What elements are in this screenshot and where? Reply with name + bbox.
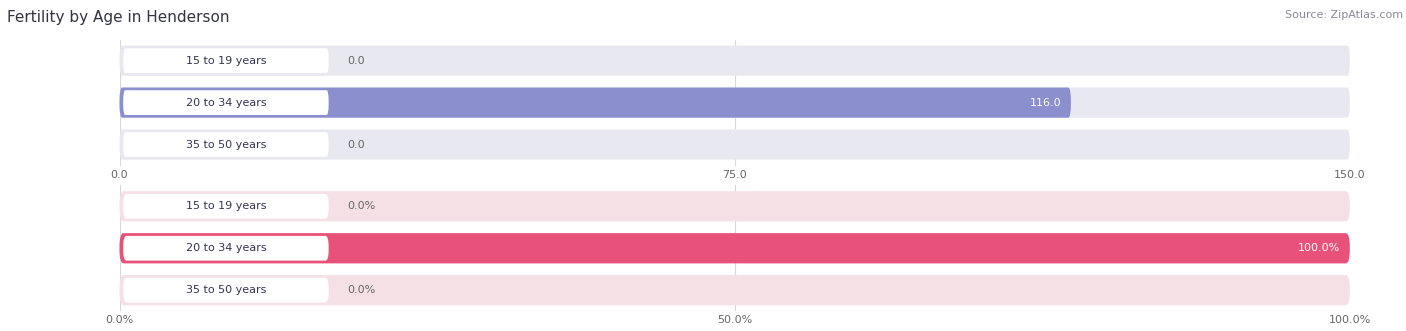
FancyBboxPatch shape [120,87,1350,118]
FancyBboxPatch shape [124,48,329,73]
FancyBboxPatch shape [120,87,1071,118]
Text: 35 to 50 years: 35 to 50 years [186,285,266,295]
FancyBboxPatch shape [120,46,1350,76]
FancyBboxPatch shape [124,278,329,303]
Text: 20 to 34 years: 20 to 34 years [186,243,266,253]
FancyBboxPatch shape [120,275,1350,305]
Text: 0.0%: 0.0% [347,285,375,295]
Text: 0.0: 0.0 [347,140,364,150]
Text: 0.0%: 0.0% [347,201,375,211]
Text: 15 to 19 years: 15 to 19 years [186,201,266,211]
FancyBboxPatch shape [120,191,1350,221]
FancyBboxPatch shape [120,129,1350,160]
FancyBboxPatch shape [124,194,329,219]
Text: 20 to 34 years: 20 to 34 years [186,98,266,108]
FancyBboxPatch shape [124,236,329,260]
Text: 0.0: 0.0 [347,56,364,66]
Text: 15 to 19 years: 15 to 19 years [186,56,266,66]
Text: 35 to 50 years: 35 to 50 years [186,140,266,150]
FancyBboxPatch shape [124,90,329,115]
FancyBboxPatch shape [120,233,1350,263]
FancyBboxPatch shape [120,233,1350,263]
FancyBboxPatch shape [124,132,329,157]
Text: Fertility by Age in Henderson: Fertility by Age in Henderson [7,10,229,25]
Text: 100.0%: 100.0% [1298,243,1340,253]
Text: 116.0: 116.0 [1029,98,1062,108]
Text: Source: ZipAtlas.com: Source: ZipAtlas.com [1285,10,1403,20]
